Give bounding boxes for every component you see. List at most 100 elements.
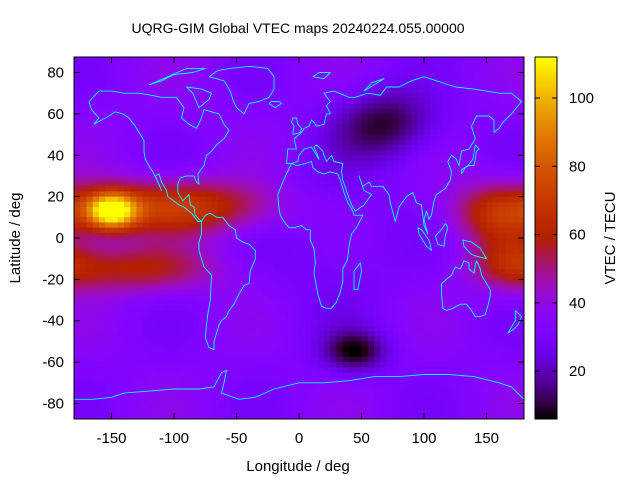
heatmap-cell [336, 382, 344, 389]
heatmap-cell [261, 181, 269, 187]
heatmap-cell [224, 88, 231, 94]
heatmap-cell [99, 387, 106, 394]
heatmap-cell [405, 305, 413, 311]
heatmap-cell [461, 356, 469, 363]
heatmap-cell [461, 77, 469, 84]
heatmap-cell [130, 408, 138, 415]
heatmap-cell [449, 356, 456, 363]
heatmap-cell [411, 217, 419, 224]
heatmap-cell [480, 243, 488, 249]
heatmap-cell [255, 72, 263, 79]
heatmap-cell [424, 248, 431, 255]
heatmap-cell [80, 346, 88, 353]
heatmap-cell [405, 243, 413, 249]
heatmap-cell [205, 284, 213, 291]
heatmap-cell [299, 57, 306, 63]
heatmap-cell [86, 284, 94, 291]
heatmap-cell [442, 393, 450, 399]
heatmap-cell [474, 62, 481, 68]
heatmap-cell [192, 387, 200, 394]
heatmap-cell [492, 258, 500, 265]
heatmap-cell [130, 325, 138, 332]
heatmap-cell [349, 263, 356, 270]
heatmap-cell [267, 82, 275, 89]
heatmap-cell [130, 248, 138, 255]
heatmap-cell [236, 305, 244, 311]
heatmap-cell [205, 398, 213, 405]
heatmap-cell [392, 165, 400, 172]
heatmap-cell [205, 212, 213, 218]
heatmap-cell [99, 186, 106, 193]
heatmap-cell [236, 331, 244, 337]
heatmap-cell [92, 372, 100, 379]
heatmap-cell [430, 212, 438, 218]
heatmap-cell [117, 315, 125, 322]
heatmap-cell [267, 274, 275, 280]
heatmap-cell [230, 294, 238, 301]
heatmap-cell [299, 310, 306, 317]
heatmap-cell [486, 320, 494, 327]
heatmap-cell [455, 144, 463, 151]
heatmap-cell [430, 119, 438, 125]
heatmap-cell [417, 88, 425, 94]
heatmap-cell [380, 201, 388, 208]
heatmap-cell [174, 206, 181, 213]
heatmap-cell [74, 336, 81, 343]
heatmap-cell [349, 160, 356, 167]
heatmap-cell [217, 269, 225, 275]
heatmap-cell [230, 196, 238, 203]
heatmap-cell [130, 263, 138, 270]
heatmap-cell [117, 372, 125, 379]
heatmap-cell [199, 232, 206, 239]
heatmap-cell [186, 155, 194, 162]
heatmap-cell [361, 57, 369, 63]
heatmap-cell [230, 331, 238, 337]
heatmap-cell [92, 212, 100, 218]
heatmap-cell [442, 341, 450, 348]
heatmap-cell [280, 227, 288, 234]
heatmap-cell [299, 315, 306, 322]
heatmap-cell [367, 98, 375, 105]
heatmap-cell [392, 139, 400, 146]
heatmap-cell [117, 269, 125, 275]
heatmap-cell [167, 124, 175, 130]
heatmap-cell [155, 88, 163, 94]
heatmap-cell [342, 72, 350, 79]
heatmap-cell [442, 377, 450, 384]
heatmap-cell [192, 144, 200, 151]
heatmap-cell [280, 346, 288, 353]
heatmap-cell [380, 155, 388, 162]
heatmap-cell [149, 124, 156, 130]
heatmap-cell [205, 108, 213, 115]
heatmap-cell [517, 372, 524, 379]
heatmap-cell [155, 377, 163, 384]
heatmap-cell [217, 382, 225, 389]
heatmap-cell [436, 243, 444, 249]
heatmap-cell [211, 325, 219, 332]
heatmap-cell [217, 72, 225, 79]
heatmap-cell [336, 253, 344, 260]
heatmap-cell [480, 351, 488, 358]
heatmap-cell [424, 129, 431, 136]
heatmap-cell [236, 57, 244, 63]
heatmap-cell [161, 294, 169, 301]
heatmap-cell [324, 144, 331, 151]
heatmap-cell [142, 398, 150, 405]
heatmap-cell [330, 181, 338, 187]
heatmap-cell [155, 93, 163, 99]
heatmap-cell [124, 222, 131, 229]
heatmap-cell [492, 387, 500, 394]
heatmap-cell [367, 310, 375, 317]
heatmap-cell [92, 279, 100, 286]
heatmap-cell [324, 289, 331, 296]
heatmap-cell [217, 305, 225, 311]
heatmap-cell [224, 274, 231, 280]
heatmap-cell [74, 150, 81, 156]
heatmap-cell [449, 243, 456, 249]
heatmap-cell [355, 274, 363, 280]
heatmap-cell [424, 393, 431, 399]
heatmap-cell [424, 165, 431, 172]
heatmap-cell [286, 377, 294, 384]
heatmap-cell [417, 408, 425, 415]
heatmap-cell [230, 372, 238, 379]
